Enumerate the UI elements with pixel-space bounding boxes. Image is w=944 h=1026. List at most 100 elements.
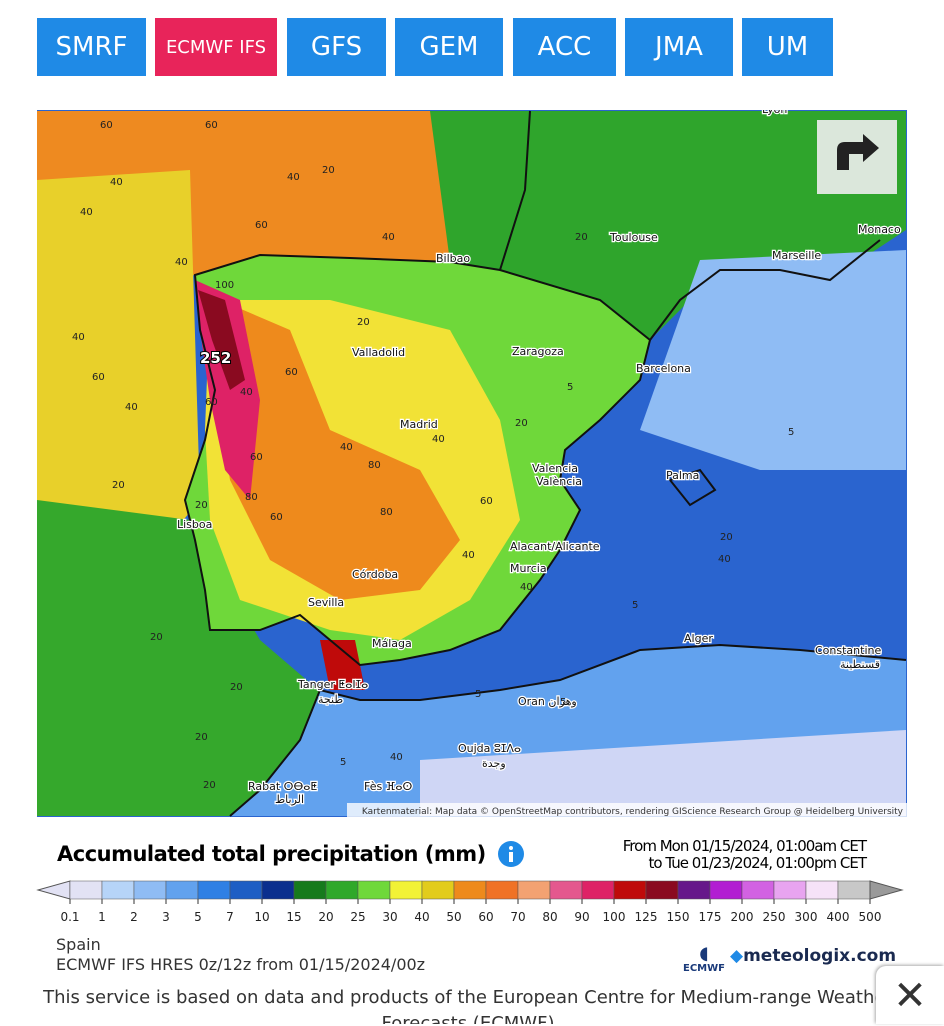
atlantic-south <box>37 500 330 816</box>
attribution-bg <box>347 803 907 817</box>
contour-label: 20 <box>195 732 208 743</box>
scale-swatch <box>293 880 327 900</box>
contour-label: 40 <box>72 332 85 343</box>
city-label: Tanger ⵟⴰⵏⵊⴰ <box>297 678 368 691</box>
scale-swatch <box>485 880 519 900</box>
contour-label: 60 <box>205 120 218 131</box>
city-label: Murcia <box>510 562 547 575</box>
model-tab[interactable]: GFS <box>287 18 386 76</box>
city-label: Alacant/Alicante <box>510 540 600 553</box>
galicia-peak <box>198 290 245 390</box>
contour-label: 5 <box>567 382 573 393</box>
scale-tick-label: 90 <box>574 910 589 924</box>
scale-tick-label: 300 <box>795 910 818 924</box>
city-label: Lisboa <box>177 518 212 531</box>
scale-arrow-left <box>36 880 71 900</box>
scale-tick-label: 2 <box>130 910 138 924</box>
city-label: Oran وهران <box>518 695 577 708</box>
contour-label: 20 <box>195 500 208 511</box>
scale-tick-label: 100 <box>603 910 626 924</box>
scale-swatch <box>133 880 167 900</box>
contour-label: 20 <box>112 480 125 491</box>
scale-tick-label: 40 <box>414 910 429 924</box>
share-icon <box>837 134 879 170</box>
close-button[interactable]: ✕ <box>876 966 944 1024</box>
city-label: Toulouse <box>609 231 658 244</box>
scale-swatch <box>613 880 647 900</box>
share-box <box>817 120 897 194</box>
scale-swatch <box>709 880 743 900</box>
scale-tick-label: 5 <box>194 910 202 924</box>
contour-label: 40 <box>175 257 188 268</box>
contour-label: 40 <box>718 554 731 565</box>
color-scale: 0.1 1 2 3 5 7 10 15 20 25 30 40 50 60 70 80 90 100 125 150 1… <box>36 880 904 924</box>
city-label: Bilbao <box>436 252 470 265</box>
contour-label: 5 <box>632 600 638 611</box>
scale-swatch <box>69 880 103 900</box>
contour-label: 20 <box>720 532 733 543</box>
scale-tick-label: 125 <box>635 910 658 924</box>
ecmwf-logo: ◖ ECMWF <box>683 943 725 975</box>
contour-label: 40 <box>240 387 253 398</box>
contour-label: 40 <box>125 402 138 413</box>
scale-tick-label: 1 <box>98 910 106 924</box>
notice: This service is based on data and produc… <box>43 987 893 1024</box>
scale-tick-label: 3 <box>162 910 170 924</box>
city-label: Constantine <box>815 644 881 657</box>
city-label: Valladolid <box>352 346 405 359</box>
city-label: Lyon <box>762 110 787 116</box>
logo-mark: ◖ <box>699 943 709 964</box>
scale-arrow-right <box>869 880 904 900</box>
scale-swatch <box>357 880 391 900</box>
info-icon[interactable] <box>497 840 527 870</box>
coast-north <box>499 110 881 341</box>
contour-label: 80 <box>368 460 381 471</box>
scale-tick-label: 200 <box>731 910 754 924</box>
iberia-heavy <box>215 300 460 600</box>
contour-label: 20 <box>203 780 216 791</box>
scale-swatch <box>325 880 359 900</box>
city-label: Córdoba <box>352 568 398 581</box>
city-label: Valencia <box>532 462 578 475</box>
brand-text: meteologix.com <box>743 946 897 966</box>
model-tab[interactable]: UM <box>742 18 833 76</box>
contour-label: 60 <box>250 452 263 463</box>
city-label: Rabat ⵔⴱⴰⵟ <box>248 780 317 793</box>
scale-tick-label: 20 <box>318 910 333 924</box>
med-light <box>640 250 906 470</box>
city-label: Monaco <box>858 223 901 236</box>
contour-label: 60 <box>100 120 113 131</box>
max-label: 252 <box>200 349 231 367</box>
model-tab[interactable]: SMRF <box>37 18 146 76</box>
city-label: Barcelona <box>636 362 691 375</box>
scale-swatch <box>261 880 295 900</box>
city-label: Madrid <box>400 418 438 431</box>
coastline <box>183 253 652 667</box>
contour-label: 20 <box>150 632 163 643</box>
contour-label: 80 <box>380 507 393 518</box>
andalucia-peak <box>320 640 365 690</box>
scale-swatch <box>517 880 551 900</box>
scale-tick-label: 80 <box>542 910 557 924</box>
period-to: to Tue 01/23/2024, 01:00pm CET <box>648 854 867 872</box>
model-tab[interactable]: ACC <box>513 18 616 76</box>
ecmwf-text: ECMWF <box>683 963 725 974</box>
scale-tick-label: 400 <box>827 910 850 924</box>
scale-tick-label: 150 <box>667 910 690 924</box>
city-label: طنجة <box>318 693 343 706</box>
contour-label: 40 <box>390 752 403 763</box>
scale-swatch <box>645 880 679 900</box>
model-tab[interactable]: ECMWF IFS <box>155 18 277 76</box>
model-tab[interactable]: JMA <box>625 18 733 76</box>
model-tab[interactable]: GEM <box>395 18 503 76</box>
contour-label: 40 <box>432 434 445 445</box>
contour-label: 60 <box>285 367 298 378</box>
contour-label: 20 <box>357 317 370 328</box>
precipitation-map: Lyon Toulouse Monaco Bilbao Marseille Vallado… <box>37 110 907 817</box>
scale-tick-label: 60 <box>478 910 493 924</box>
city-label: الرباط <box>275 793 304 806</box>
scale-tick-label: 7 <box>226 910 234 924</box>
scale-swatch <box>837 880 871 900</box>
contour-label: 5 <box>475 689 481 700</box>
period-from: From Mon 01/15/2024, 01:00am CET <box>622 837 867 855</box>
